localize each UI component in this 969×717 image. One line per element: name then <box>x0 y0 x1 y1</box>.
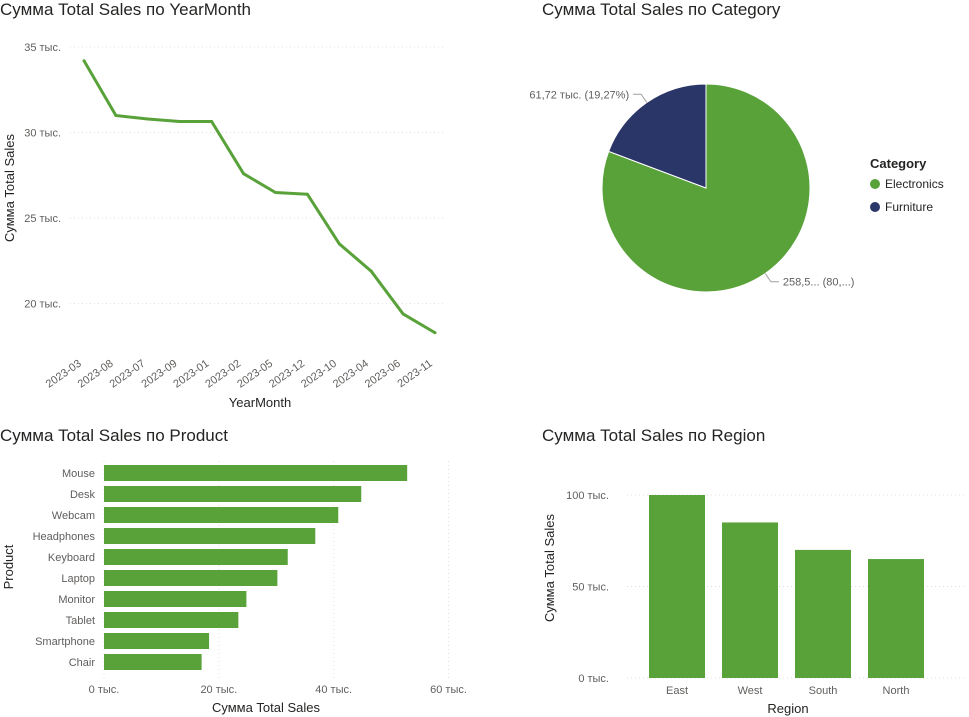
line-point <box>337 242 341 246</box>
product-xtick-label: 0 тыс. <box>89 684 120 696</box>
legend-item-electronics[interactable]: Electronics <box>870 177 944 191</box>
legend-label-electronics: Electronics <box>885 177 944 191</box>
pie-slice-furniture <box>608 83 707 189</box>
line-ytick-label: 25 тыс. <box>24 213 61 225</box>
product-bar-laptop <box>104 570 278 586</box>
product-category-label: Chair <box>69 657 96 669</box>
product-bar-tablet <box>104 612 239 628</box>
region-y-axis-title: Сумма Total Sales <box>542 513 557 622</box>
region-bar-south <box>795 549 851 678</box>
product-bar-mouse <box>104 465 408 481</box>
line-ytick-label: 30 тыс. <box>24 128 61 140</box>
region-ytick-label: 0 тыс. <box>578 673 609 685</box>
pie-chart-title: Сумма Total Sales по Category <box>542 0 781 19</box>
line-point <box>273 191 277 194</box>
line-xtick-label: 2023-05 <box>235 358 275 391</box>
region-chart-panel: Сумма Total Sales по Region 0 тыс. 50 тыс… <box>542 426 969 717</box>
pie-data-label-electronics: 258,5... (80,...) <box>783 277 855 289</box>
product-bar-webcam <box>104 507 339 523</box>
product-category-label: Monitor <box>58 594 95 606</box>
region-xtick-label: East <box>666 685 688 697</box>
product-bar-monitor <box>104 591 247 607</box>
line-xtick-label: 2023-07 <box>108 358 148 391</box>
pie-leader-line <box>633 93 648 103</box>
product-x-axis-title: Сумма Total Sales <box>212 700 321 715</box>
line-point <box>82 59 86 63</box>
product-bar-chart: 0 тыс. 20 тыс. 40 тыс. 60 тыс. Mouse Desk Webc… <box>1 461 467 715</box>
region-chart-title: Сумма Total Sales по Region <box>542 426 766 445</box>
region-bar-east <box>649 495 705 678</box>
line-point <box>114 114 118 118</box>
product-category-label: Mouse <box>62 468 95 480</box>
line-chart: 20 тыс.25 тыс.30 тыс.35 тыс.2023-032023-… <box>2 42 445 410</box>
legend-dot-furniture <box>870 202 880 212</box>
product-chart-panel: Сумма Total Sales по Product 0 тыс. 20 ты… <box>0 426 470 717</box>
pie-data-label-furniture: 61,72 тыс. (19,27%) <box>529 89 629 101</box>
line-point <box>210 120 214 124</box>
pie-chart: 258,5... (80,...) 61,72 тыс. (19,27%) <box>529 83 855 293</box>
product-xtick-label: 20 тыс. <box>200 684 237 696</box>
product-bar-chair <box>104 654 202 670</box>
legend-dot-electronics <box>870 179 880 189</box>
line-chart-title: Сумма Total Sales по YearMonth <box>0 0 251 19</box>
pie-chart-panel: Сумма Total Sales по Category 258,5... (… <box>529 0 969 415</box>
line-xtick-label: 2023-09 <box>139 358 179 391</box>
region-x-axis-title: Region <box>767 701 808 716</box>
line-ytick-label: 35 тыс. <box>24 42 61 54</box>
product-chart-title: Сумма Total Sales по Product <box>0 426 228 445</box>
region-bar-west <box>722 522 778 678</box>
line-xtick-label: 2023-10 <box>299 358 339 391</box>
line-ytick-label: 20 тыс. <box>24 299 61 311</box>
line-xtick-label: 2023-06 <box>363 358 403 391</box>
region-ytick-label: 50 тыс. <box>572 582 609 594</box>
product-category-label: Laptop <box>61 573 95 585</box>
legend-item-furniture[interactable]: Furniture <box>870 200 944 214</box>
product-category-label: Tablet <box>66 615 95 627</box>
product-xtick-label: 60 тыс. <box>430 684 467 696</box>
product-xtick-label: 40 тыс. <box>315 684 352 696</box>
line-point <box>433 331 437 335</box>
product-category-label: Desk <box>70 489 96 501</box>
region-xtick-label: West <box>738 685 763 697</box>
line-xtick-label: 2023-11 <box>395 358 434 391</box>
line-point <box>146 117 150 121</box>
region-bar-north <box>868 559 924 678</box>
product-category-label: Headphones <box>33 531 96 543</box>
line-xtick-label: 2023-12 <box>267 358 307 391</box>
region-bar-chart: 0 тыс. 50 тыс. 100 тыс. East West South North R… <box>542 490 967 716</box>
line-point <box>178 120 182 124</box>
product-bar-keyboard <box>104 549 288 565</box>
line-x-axis-title: YearMonth <box>229 395 291 410</box>
region-ytick-label: 100 тыс. <box>566 490 609 502</box>
product-bar-desk <box>104 486 362 502</box>
product-bar-smartphone <box>104 633 210 649</box>
product-y-axis-title: Product <box>1 544 16 589</box>
line-point <box>305 192 309 196</box>
region-xtick-label: South <box>809 685 838 697</box>
product-bar-headphones <box>104 528 316 544</box>
line-point <box>369 269 373 273</box>
pie-legend-title: Category <box>870 156 927 171</box>
line-point <box>401 312 405 316</box>
line-xtick-label: 2023-02 <box>203 358 243 391</box>
line-series <box>82 60 436 335</box>
line-chart-panel: Сумма Total Sales по YearMonth 20 тыс. 25… <box>0 0 470 415</box>
line-xtick-label: 2023-03 <box>44 358 84 391</box>
line-xtick-label: 2023-01 <box>171 358 211 391</box>
legend-label-furniture: Furniture <box>885 200 934 214</box>
line-y-axis-title: Сумма Total Sales <box>2 133 17 242</box>
product-category-label: Smartphone <box>35 636 95 648</box>
product-category-label: Webcam <box>52 510 95 522</box>
line-xtick-label: 2023-08 <box>76 358 116 391</box>
pie-legend: Category Electronics Furniture <box>870 156 944 223</box>
line-point <box>242 172 246 176</box>
line-xtick-label: 2023-04 <box>331 358 371 391</box>
product-category-label: Keyboard <box>48 552 95 564</box>
region-xtick-label: North <box>883 685 910 697</box>
pie-leader-line <box>764 273 779 283</box>
